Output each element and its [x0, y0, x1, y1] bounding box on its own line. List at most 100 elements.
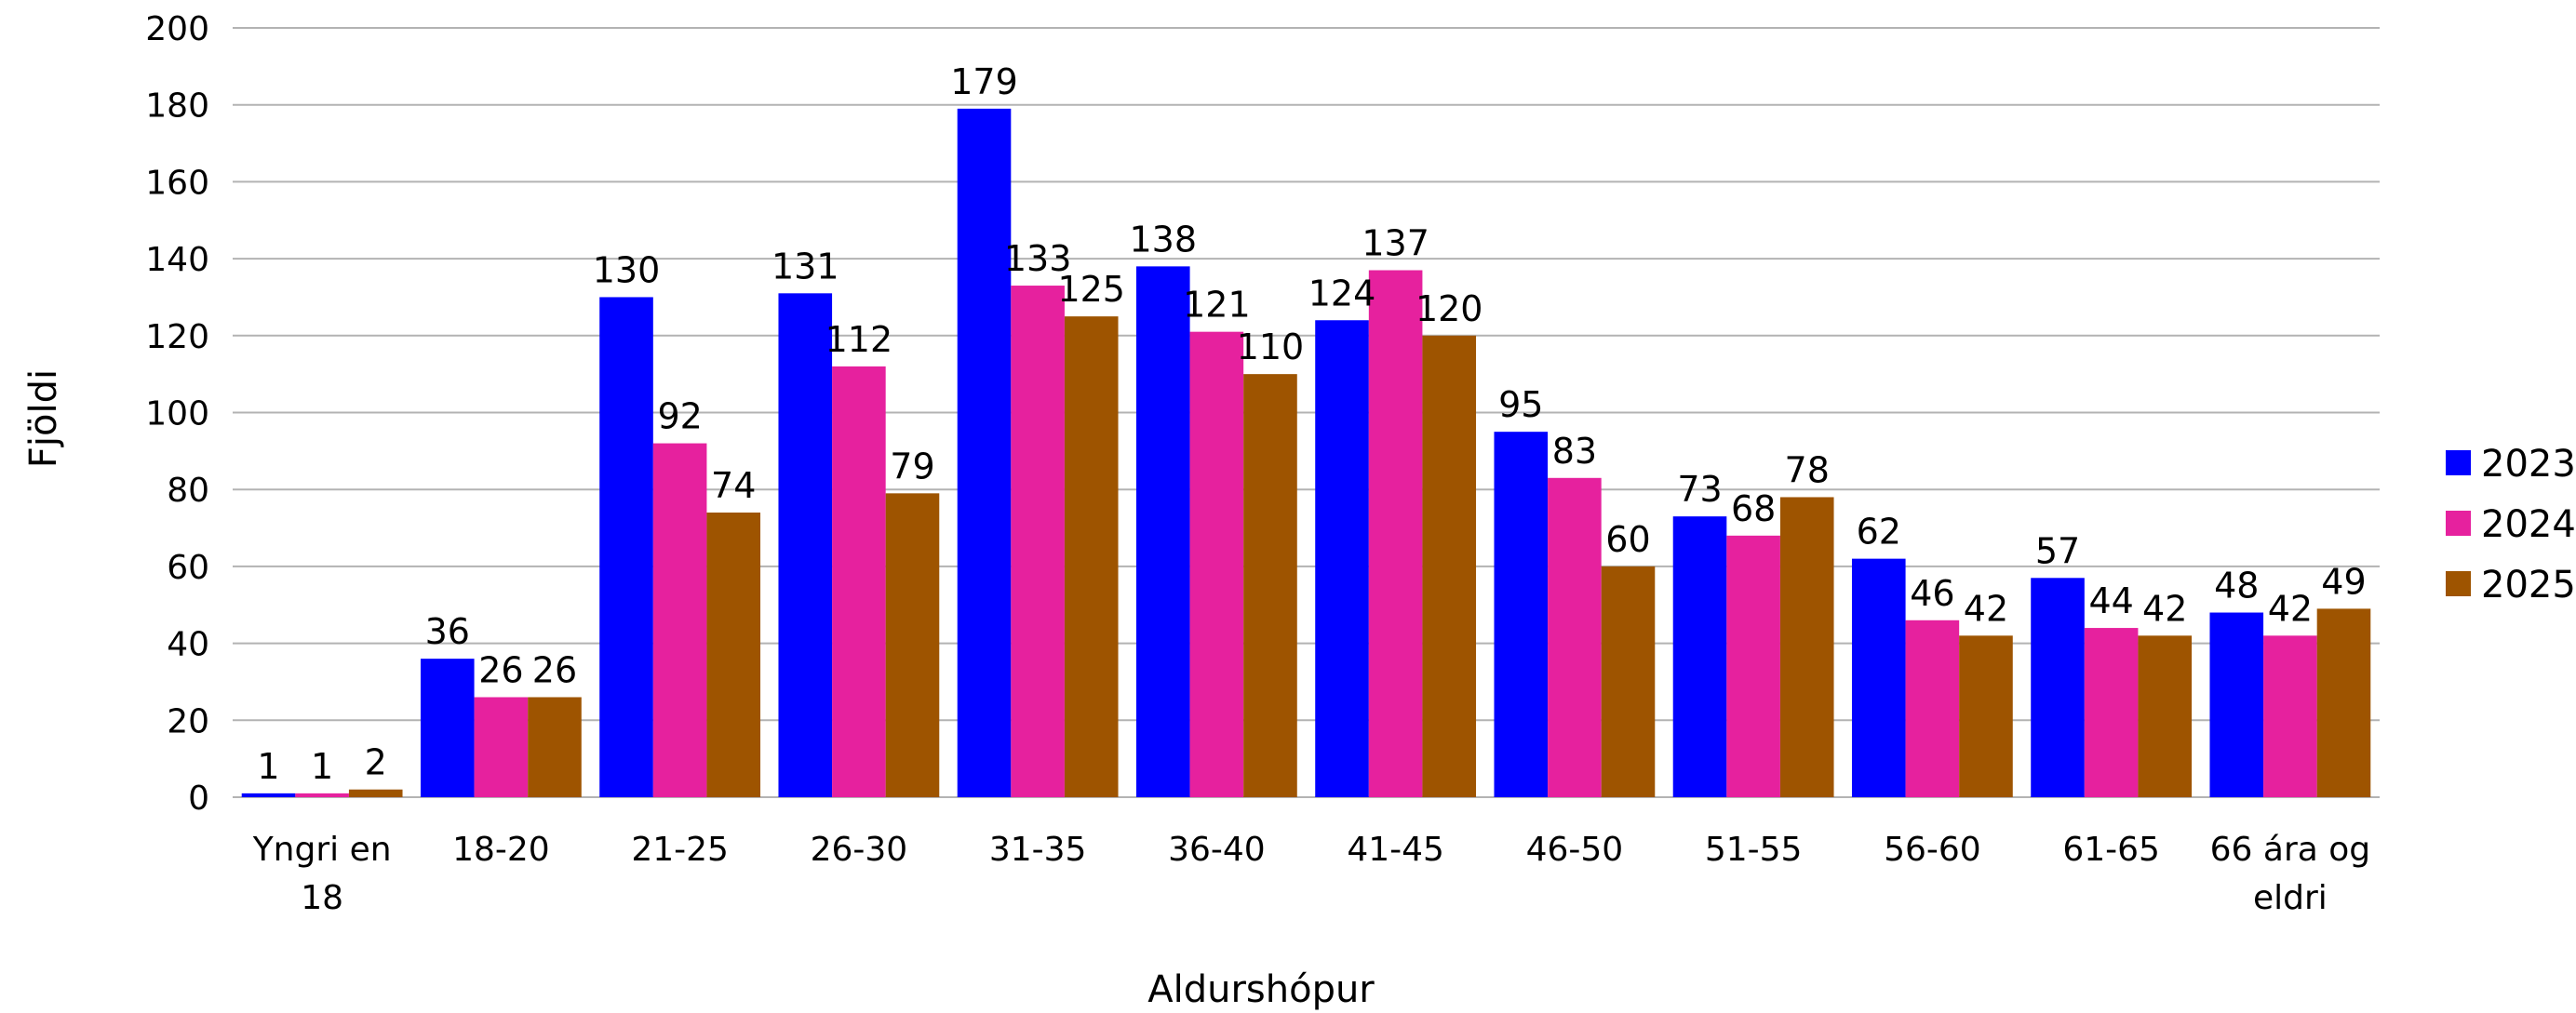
data-label: 68 — [1731, 488, 1776, 529]
x-tick-label: Yngri en — [252, 831, 392, 869]
y-axis-ticks: 0 20 40 60 80 100 120 140 160 180 200 — [145, 10, 209, 818]
bar-2024-31-35 — [1011, 286, 1065, 797]
bar-2024-Yngri-en-18 — [295, 793, 349, 797]
bar-2025-56-60 — [1959, 635, 2013, 797]
y-tick-label: 140 — [145, 241, 209, 279]
y-tick-label: 60 — [167, 549, 209, 587]
data-label: 2 — [365, 742, 387, 783]
bar-2024-56-60 — [1905, 620, 1960, 797]
legend-swatch-2024 — [2446, 511, 2471, 536]
x-tick-label: 46-50 — [1526, 831, 1624, 869]
data-label: 62 — [1857, 512, 1901, 553]
y-tick-label: 180 — [145, 87, 209, 126]
data-label: 60 — [1605, 519, 1650, 560]
bar-2023-26-30 — [778, 293, 833, 797]
y-tick-label: 0 — [188, 780, 209, 818]
bar-2024-36-40 — [1189, 331, 1244, 797]
y-axis-title: Fjöldi — [22, 369, 65, 468]
legend-label-2024: 2024 — [2481, 503, 2576, 546]
data-label: 130 — [593, 249, 661, 290]
bar-2025-46-50 — [1601, 566, 1656, 797]
bar-2023-66-ára-og-eldri — [2209, 612, 2264, 797]
x-tick-label: 66 ára og — [2210, 831, 2371, 869]
data-label: 36 — [425, 611, 470, 652]
bar-2024-41-45 — [1368, 270, 1423, 797]
x-tick-label: 21-25 — [631, 831, 729, 869]
data-label: 92 — [657, 396, 702, 437]
data-label: 121 — [1183, 285, 1251, 326]
bar-2025-26-30 — [885, 493, 940, 797]
y-tick-label: 120 — [145, 318, 209, 356]
x-axis-ticks: Yngri en 18 18-20 21-25 26-30 31-35 36-40 41-45… — [252, 831, 2370, 917]
y-tick-label: 100 — [145, 395, 209, 433]
bar-2023-46-50 — [1494, 432, 1549, 797]
x-tick-label: 18-20 — [452, 831, 550, 869]
x-tick-label: 18 — [301, 879, 343, 917]
bar-2024-51-55 — [1726, 535, 1780, 797]
bar-2023-61-65 — [2031, 578, 2085, 797]
data-label: 138 — [1130, 219, 1198, 260]
bar-2023-21-25 — [599, 297, 653, 797]
data-label: 57 — [2035, 530, 2080, 571]
legend: 2023 2024 2025 — [2446, 443, 2576, 606]
y-tick-label: 80 — [167, 472, 209, 510]
bar-2025-66-ára-og-eldri — [2316, 608, 2371, 797]
data-label: 179 — [950, 61, 1018, 102]
bars — [241, 108, 2371, 797]
legend-label-2023: 2023 — [2481, 443, 2576, 486]
x-tick-label: eldri — [2253, 879, 2328, 917]
bar-2023-Yngri-en-18 — [241, 793, 296, 797]
bar-2023-56-60 — [1851, 558, 1906, 797]
bar-2023-31-35 — [957, 108, 1012, 797]
data-label: 46 — [1910, 573, 1954, 614]
bar-2023-36-40 — [1135, 266, 1190, 797]
data-label: 44 — [2088, 580, 2133, 621]
data-label: 133 — [1004, 238, 1072, 279]
bar-2025-51-55 — [1779, 497, 1834, 797]
x-tick-label: 26-30 — [811, 831, 908, 869]
bar-2024-26-30 — [832, 366, 886, 797]
data-label: 74 — [711, 465, 756, 506]
data-label: 49 — [2321, 561, 2366, 602]
data-label: 48 — [2214, 566, 2259, 606]
data-label: 42 — [1964, 588, 2008, 629]
data-label: 42 — [2142, 588, 2187, 629]
x-axis-title: Aldurshópur — [1147, 968, 1375, 1011]
data-label: 1 — [311, 746, 333, 787]
bar-2023-51-55 — [1672, 516, 1727, 797]
data-label: 112 — [825, 319, 893, 360]
x-tick-label: 36-40 — [1168, 831, 1266, 869]
data-label: 120 — [1415, 288, 1483, 329]
data-label: 110 — [1237, 327, 1305, 367]
bar-2024-66-ára-og-eldri — [2263, 635, 2317, 797]
bar-2024-61-65 — [2084, 628, 2139, 797]
bar-2024-21-25 — [652, 443, 707, 797]
bar-2025-41-45 — [1422, 335, 1477, 797]
data-label: 79 — [890, 446, 934, 487]
y-tick-label: 200 — [145, 10, 209, 48]
data-label: 83 — [1552, 431, 1597, 472]
bar-2023-18-20 — [420, 659, 475, 797]
legend-label-2025: 2025 — [2481, 564, 2576, 606]
y-tick-label: 160 — [145, 164, 209, 202]
data-label: 42 — [2268, 588, 2313, 629]
data-label: 95 — [1498, 384, 1543, 425]
y-tick-label: 20 — [167, 702, 209, 740]
x-tick-label: 56-60 — [1884, 831, 1981, 869]
bar-2025-36-40 — [1243, 374, 1297, 797]
data-label: 131 — [771, 246, 839, 287]
bar-2024-18-20 — [474, 697, 529, 797]
data-label: 26 — [532, 649, 577, 690]
data-label: 78 — [1785, 449, 1830, 490]
x-tick-label: 41-45 — [1347, 831, 1444, 869]
data-label: 137 — [1362, 223, 1429, 264]
bar-2024-46-50 — [1548, 477, 1602, 797]
x-tick-label: 51-55 — [1705, 831, 1803, 869]
data-label: 1 — [257, 746, 279, 787]
data-label: 26 — [478, 649, 523, 690]
x-tick-label: 61-65 — [2062, 831, 2160, 869]
bar-2023-41-45 — [1315, 320, 1369, 797]
x-tick-label: 31-35 — [989, 831, 1087, 869]
